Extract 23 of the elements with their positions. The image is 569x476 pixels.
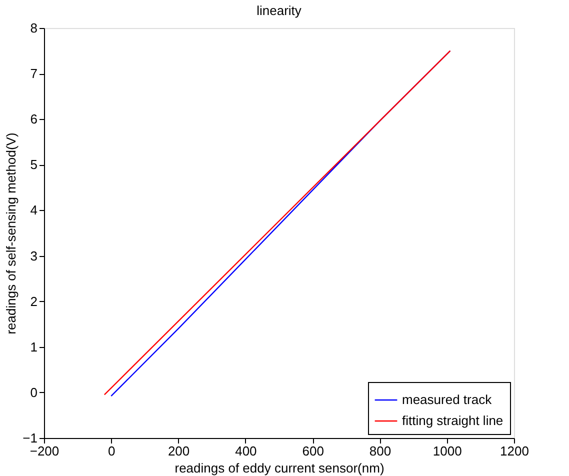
y-tick-label: −1 [22, 430, 38, 446]
x-tick-label: 600 [302, 444, 324, 458]
y-tick-label: 0 [30, 384, 38, 400]
y-tick-label: 3 [30, 248, 38, 264]
legend-label: fitting straight line [402, 413, 504, 428]
x-tick-label: 400 [235, 444, 257, 458]
y-tick-label: 8 [30, 20, 38, 36]
x-tick-label: −200 [30, 444, 60, 458]
x-tick-label: 800 [369, 444, 392, 458]
y-tick-label: 7 [30, 66, 38, 82]
y-tick-label: 6 [30, 112, 38, 127]
y-tick-label: 5 [30, 157, 38, 172]
x-tick-label: 1200 [500, 444, 529, 458]
x-tick-label: 0 [108, 444, 116, 458]
x-axis-title: readings of eddy current sensor(nm) [174, 460, 384, 476]
y-tick-label: 4 [30, 202, 38, 218]
x-tick-label: 1000 [432, 444, 462, 458]
y-axis-title: readings of self-sensing method(V) [4, 132, 19, 334]
chart-title: linearity [256, 3, 302, 18]
y-tick-label: 1 [30, 339, 38, 354]
x-tick-label: 200 [168, 444, 190, 458]
y-tick-label: 2 [30, 294, 38, 309]
legend-label: measured track [402, 392, 492, 407]
